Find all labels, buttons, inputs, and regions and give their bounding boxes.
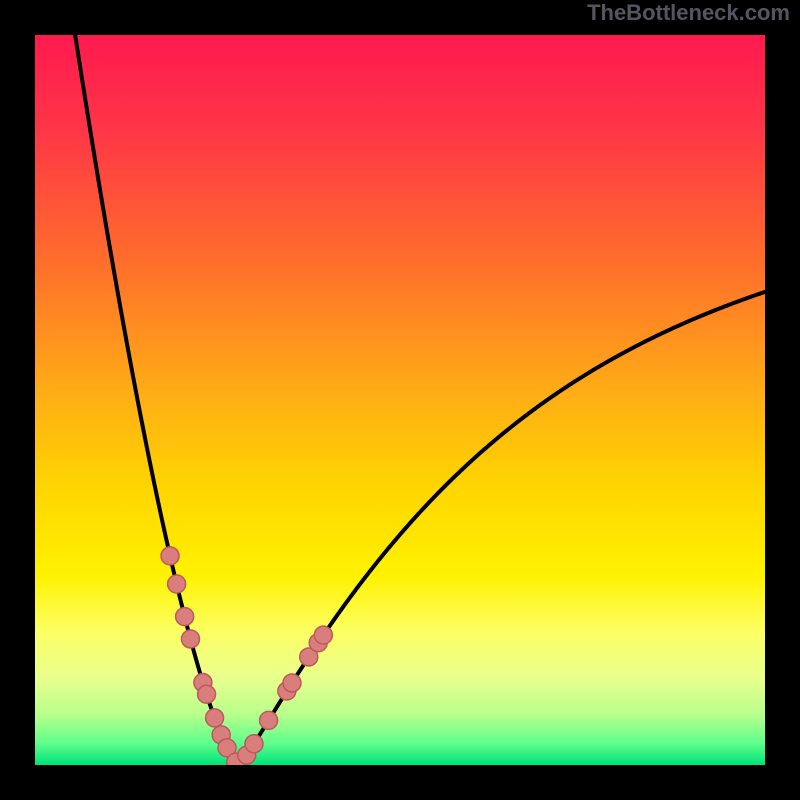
curve-marker [283, 674, 301, 692]
bottleneck-chart [0, 0, 800, 800]
curve-marker [245, 735, 263, 753]
chart-container: { "chart": { "type": "custom-curve", "ca… [0, 0, 800, 800]
curve-marker [161, 547, 179, 565]
curve-marker [206, 709, 224, 727]
curve-marker [314, 626, 332, 644]
curve-marker [260, 711, 278, 729]
curve-marker [168, 575, 186, 593]
curve-marker [176, 608, 194, 626]
curve-marker [181, 630, 199, 648]
curve-marker [198, 685, 216, 703]
chart-background [35, 35, 765, 765]
watermark-text: TheBottleneck.com [587, 0, 790, 26]
